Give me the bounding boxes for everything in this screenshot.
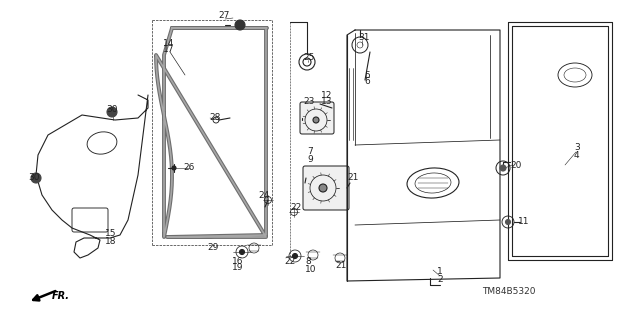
Text: 25: 25 — [303, 54, 314, 63]
FancyBboxPatch shape — [303, 166, 349, 210]
Text: 27: 27 — [218, 11, 229, 20]
Text: 5: 5 — [364, 70, 370, 79]
Circle shape — [292, 254, 298, 258]
Circle shape — [31, 173, 41, 183]
Circle shape — [319, 184, 327, 192]
Text: 21: 21 — [347, 174, 358, 182]
Text: 10: 10 — [305, 264, 317, 273]
FancyBboxPatch shape — [300, 102, 334, 134]
Text: 8: 8 — [305, 257, 311, 266]
Text: 19: 19 — [232, 263, 243, 272]
Text: 18: 18 — [105, 236, 116, 246]
Circle shape — [506, 219, 511, 225]
Text: 22: 22 — [290, 204, 301, 212]
Circle shape — [107, 107, 117, 117]
Text: 17: 17 — [163, 46, 175, 55]
Circle shape — [313, 117, 319, 123]
Circle shape — [235, 20, 245, 30]
Text: 12: 12 — [321, 91, 332, 100]
Text: 2: 2 — [437, 275, 443, 284]
Text: 29: 29 — [207, 243, 218, 253]
Text: 15: 15 — [105, 229, 116, 239]
Text: 13: 13 — [321, 98, 333, 107]
Text: 30: 30 — [28, 174, 40, 182]
Circle shape — [172, 166, 176, 170]
Text: 31: 31 — [358, 33, 369, 42]
Text: 3: 3 — [574, 144, 580, 152]
Text: 23: 23 — [303, 98, 314, 107]
Text: FR.: FR. — [52, 291, 70, 301]
Text: 11: 11 — [518, 218, 529, 226]
Text: 16: 16 — [232, 256, 243, 265]
Text: 7: 7 — [307, 147, 313, 157]
Text: 21: 21 — [335, 261, 346, 270]
Text: 26: 26 — [183, 164, 195, 173]
Text: 6: 6 — [364, 78, 370, 86]
Circle shape — [500, 165, 506, 171]
Text: 22: 22 — [284, 257, 295, 266]
Text: 1: 1 — [437, 268, 443, 277]
Circle shape — [239, 249, 244, 255]
Text: 20: 20 — [510, 160, 522, 169]
Text: 30: 30 — [106, 106, 118, 115]
Text: 4: 4 — [574, 151, 580, 160]
Text: TM84B5320: TM84B5320 — [482, 287, 536, 296]
Text: 28: 28 — [209, 114, 220, 122]
Text: 9: 9 — [307, 154, 313, 164]
Text: 14: 14 — [163, 39, 174, 48]
Text: 24: 24 — [258, 191, 269, 201]
